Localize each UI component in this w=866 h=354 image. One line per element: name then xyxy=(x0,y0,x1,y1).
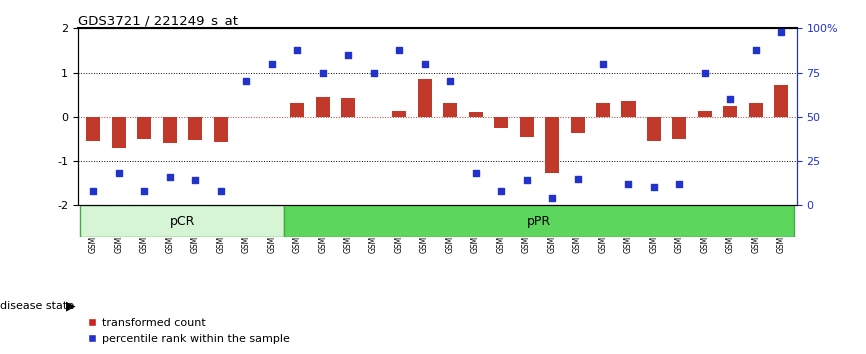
Bar xyxy=(443,103,457,117)
Bar xyxy=(545,117,559,173)
Point xyxy=(520,177,533,183)
Legend: transformed count, percentile rank within the sample: transformed count, percentile rank withi… xyxy=(83,314,294,348)
Point xyxy=(698,70,712,75)
Point xyxy=(494,188,508,194)
Point xyxy=(673,181,687,187)
Text: pCR: pCR xyxy=(170,215,195,228)
Bar xyxy=(315,97,330,117)
Point xyxy=(239,79,253,84)
Text: ▶: ▶ xyxy=(66,300,76,313)
Point xyxy=(341,52,355,58)
Bar xyxy=(392,112,406,117)
Point xyxy=(265,61,279,67)
Point xyxy=(188,177,202,183)
Bar xyxy=(188,117,202,140)
Point xyxy=(112,170,126,176)
Point xyxy=(774,29,788,35)
Point xyxy=(469,170,482,176)
Bar xyxy=(112,117,126,148)
Point xyxy=(417,61,431,67)
Point xyxy=(214,188,228,194)
Point xyxy=(596,61,610,67)
Bar xyxy=(723,105,738,117)
Bar xyxy=(469,112,482,117)
Bar xyxy=(341,98,355,117)
Bar xyxy=(137,117,152,139)
Point xyxy=(366,70,380,75)
Bar xyxy=(571,117,585,133)
Bar xyxy=(774,85,788,117)
Bar xyxy=(494,117,508,128)
Point xyxy=(723,96,737,102)
Text: disease state: disease state xyxy=(0,301,74,311)
Point xyxy=(545,195,559,201)
Bar xyxy=(417,79,431,117)
Point xyxy=(622,181,636,187)
Point xyxy=(647,184,661,190)
Point xyxy=(443,79,457,84)
Bar xyxy=(749,103,763,117)
Point xyxy=(749,47,763,52)
Point xyxy=(163,174,177,179)
Bar xyxy=(163,117,177,143)
Point xyxy=(87,188,100,194)
Bar xyxy=(520,117,533,137)
Bar xyxy=(214,117,228,142)
Bar xyxy=(622,101,636,117)
Text: pPR: pPR xyxy=(527,215,552,228)
Point xyxy=(316,70,330,75)
Bar xyxy=(290,103,304,117)
Point xyxy=(392,47,406,52)
Bar xyxy=(698,112,712,117)
Bar xyxy=(81,205,284,237)
Bar xyxy=(647,117,661,141)
Bar xyxy=(284,205,794,237)
Bar xyxy=(87,117,100,141)
Bar xyxy=(673,117,687,139)
Point xyxy=(138,188,152,194)
Point xyxy=(571,176,585,181)
Point xyxy=(290,47,304,52)
Text: GDS3721 / 221249_s_at: GDS3721 / 221249_s_at xyxy=(78,14,238,27)
Bar xyxy=(596,103,610,117)
